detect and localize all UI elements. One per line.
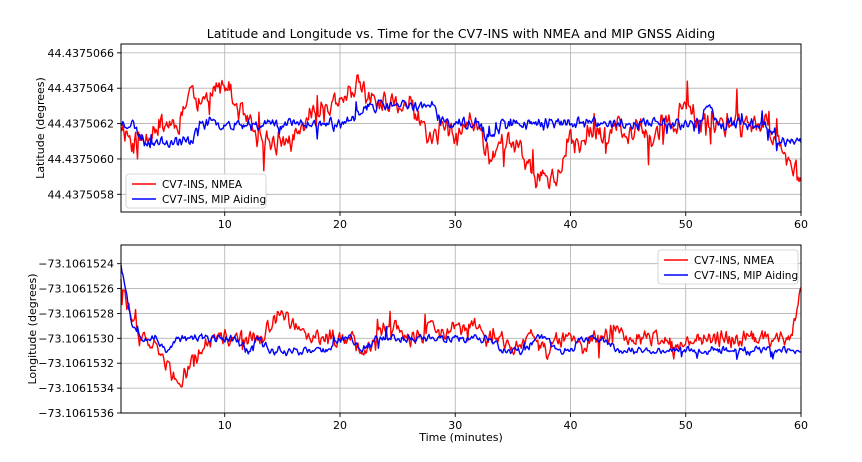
latitude-ytick-label-1: 44.4375060: [48, 153, 114, 166]
longitude-xtick-label-10: 10: [218, 419, 232, 432]
longitude-xtick-label-60: 60: [794, 419, 808, 432]
latitude-legend-nmea-label: CV7-INS, NMEA: [162, 179, 243, 191]
longitude-line-nmea: [120, 278, 802, 388]
longitude-ytick-label-5: −73.1061526: [38, 283, 114, 296]
latitude-xtick-label-50: 50: [679, 218, 693, 231]
latitude-legend-box: [125, 173, 267, 209]
latitude-xtick-label-40: 40: [563, 218, 577, 231]
latitude-y-axis-label: Latitude (degrees): [34, 77, 47, 179]
longitude-legend-box: [657, 249, 799, 285]
longitude-ytick-label-3: −73.1061530: [38, 332, 114, 345]
latitude-legend-mip-label: CV7-INS, MIP Aiding: [162, 194, 266, 206]
latitude-xtick-label-30: 30: [448, 218, 462, 231]
longitude-chart: 10 20 30 40 50 60 −73.1061536 −73.1061534 −73.10…: [26, 244, 808, 444]
longitude-xtick-label-20: 20: [333, 419, 347, 432]
figure-title: Latitude and Longitude vs. Time for the …: [207, 26, 716, 41]
longitude-xtick-label-40: 40: [563, 419, 577, 432]
longitude-ytick-label-0: −73.1061536: [38, 407, 114, 420]
longitude-xtick-label-30: 30: [448, 419, 462, 432]
longitude-series: [120, 264, 802, 388]
longitude-legend-nmea-label: CV7-INS, NMEA: [694, 255, 775, 267]
latitude-ticks: 10 20 30 40 50 60 44.4375058 44.4375060 44.43750…: [48, 47, 808, 231]
latitude-legend: CV7-INS, NMEA CV7-INS, MIP Aiding: [125, 173, 267, 209]
longitude-ticks: 10 20 30 40 50 60 −73.1061536 −73.1061534 −73.10…: [38, 258, 808, 432]
longitude-ytick-label-1: −73.1061534: [38, 382, 114, 395]
longitude-y-axis-label: Longitude (degrees): [26, 273, 39, 384]
longitude-legend: CV7-INS, NMEA CV7-INS, MIP Aiding: [657, 249, 799, 285]
longitude-xtick-label-50: 50: [679, 419, 693, 432]
longitude-line-mip-aiding: [120, 264, 802, 360]
latitude-ytick-label-2: 44.4375062: [48, 118, 114, 131]
latitude-ytick-label-4: 44.4375066: [48, 47, 114, 60]
latitude-xtick-label-20: 20: [333, 218, 347, 231]
latitude-ytick-label-3: 44.4375064: [48, 82, 114, 95]
longitude-ytick-label-4: −73.1061528: [38, 307, 114, 320]
longitude-ytick-label-6: −73.1061524: [38, 258, 114, 271]
longitude-legend-mip-label: CV7-INS, MIP Aiding: [694, 270, 798, 282]
latitude-line-nmea: [120, 74, 802, 190]
longitude-axes-frame: [120, 244, 802, 414]
latitude-axes-frame: [120, 43, 802, 213]
latitude-chart: 10 20 30 40 50 60 44.4375058 44.4375060 44.43750…: [34, 43, 808, 231]
latitude-xtick-label-60: 60: [794, 218, 808, 231]
latitude-xtick-label-10: 10: [218, 218, 232, 231]
latitude-line-mip-aiding: [120, 99, 802, 152]
longitude-x-axis-label: Time (minutes): [418, 431, 503, 444]
latitude-series: [120, 74, 802, 190]
longitude-ytick-label-2: −73.1061532: [38, 357, 114, 370]
latitude-ytick-label-0: 44.4375058: [48, 188, 114, 201]
